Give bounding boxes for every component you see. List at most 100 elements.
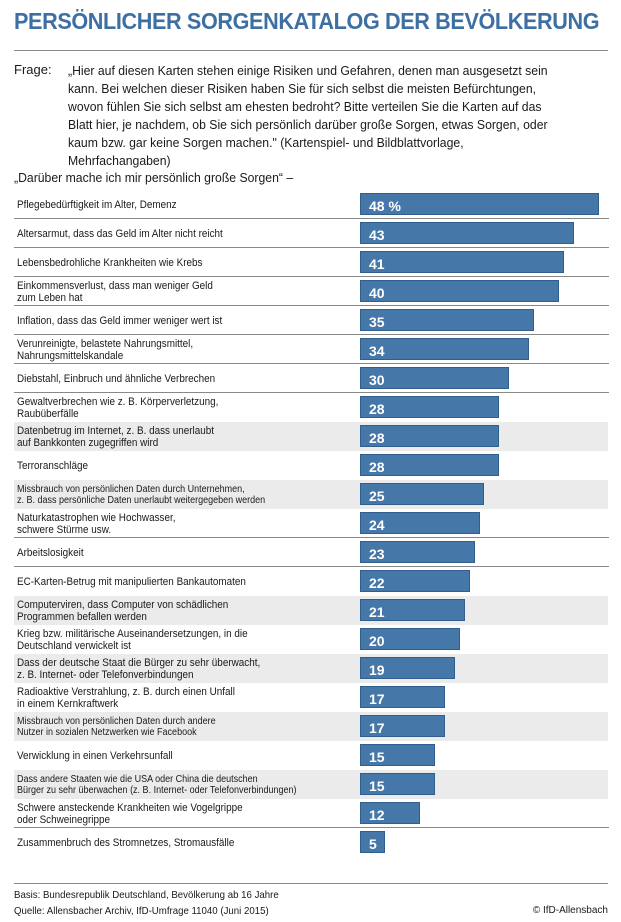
bar-value-label: 35 bbox=[369, 314, 385, 330]
source-note: Quelle: Allensbacher Archiv, IfD-Umfrage… bbox=[14, 905, 269, 917]
bar-value-label: 12 bbox=[369, 807, 385, 823]
bar-chart: Pflegebedürftigkeit im Alter, Demenz 48 %… bbox=[14, 190, 609, 857]
category-label: Einkommensverlust, dass man weniger Geld… bbox=[17, 279, 213, 304]
bar: 22 bbox=[360, 570, 470, 592]
category-label: Krieg bzw. militärische Auseinandersetzu… bbox=[17, 627, 248, 652]
bar: 28 bbox=[360, 425, 499, 447]
bar-row: Radioaktive Verstrahlung, z. B. durch ei… bbox=[14, 683, 608, 712]
bar: 23 bbox=[360, 541, 475, 563]
bar: 5 bbox=[360, 831, 385, 853]
bar: 35 bbox=[360, 309, 534, 331]
bar-value-label: 20 bbox=[369, 633, 385, 649]
category-label: Missbrauch von persönlichen Daten durch … bbox=[17, 483, 266, 506]
bar: 17 bbox=[360, 686, 445, 708]
basis-note: Basis: Bundesrepublik Deutschland, Bevöl… bbox=[14, 889, 279, 901]
bar: 15 bbox=[360, 744, 435, 766]
chart-title: PERSÖNLICHER SORGENKATALOG DER BEVÖLKERU… bbox=[14, 8, 600, 34]
bar-value-label: 24 bbox=[369, 517, 385, 533]
bar-row: Computerviren, dass Computer von schädli… bbox=[14, 596, 608, 625]
category-label: Terroranschläge bbox=[17, 459, 88, 472]
bar-value-label: 28 bbox=[369, 401, 385, 417]
bar-value-label: 40 bbox=[369, 285, 385, 301]
bar-row: Krieg bzw. militärische Auseinandersetzu… bbox=[14, 625, 608, 654]
bar-value-label: 22 bbox=[369, 575, 385, 591]
category-label: Arbeitslosigkeit bbox=[17, 546, 84, 559]
bar-value-label: 25 bbox=[369, 488, 385, 504]
category-label: Dass der deutsche Staat die Bürger zu se… bbox=[17, 656, 261, 681]
bar: 40 bbox=[360, 280, 559, 302]
category-label: Altersarmut, dass das Geld im Alter nich… bbox=[17, 227, 223, 240]
bar-row: EC-Karten-Betrug mit manipulierten Banka… bbox=[14, 567, 608, 596]
bar-value-label: 41 bbox=[369, 256, 385, 272]
bar: 28 bbox=[360, 454, 499, 476]
category-label: Verunreinigte, belastete Nahrungsmittel,… bbox=[17, 337, 194, 362]
bar: 43 bbox=[360, 222, 574, 244]
bar-row: Dass andere Staaten wie die USA oder Chi… bbox=[14, 770, 608, 799]
question-label: Frage: bbox=[14, 62, 52, 77]
bar-row: Missbrauch von persönlichen Daten durch … bbox=[14, 480, 608, 509]
bar: 19 bbox=[360, 657, 455, 679]
bar: 24 bbox=[360, 512, 480, 534]
bar-row: Datenbetrug im Internet, z. B. dass uner… bbox=[14, 422, 608, 451]
bar-value-label: 28 bbox=[369, 430, 385, 446]
category-label: Diebstahl, Einbruch und ähnliche Verbrec… bbox=[17, 372, 216, 385]
bar-row: Missbrauch von persönlichen Daten durch … bbox=[14, 712, 608, 741]
category-label: Schwere ansteckende Krankheiten wie Voge… bbox=[17, 801, 243, 826]
bar-value-label: 43 bbox=[369, 227, 385, 243]
bar-row: Terroranschläge 28 bbox=[14, 451, 608, 480]
bar-row: Dass der deutsche Staat die Bürger zu se… bbox=[14, 654, 608, 683]
bar: 15 bbox=[360, 773, 435, 795]
title-divider bbox=[14, 50, 608, 51]
question-text: „Hier auf diesen Karten stehen einige Ri… bbox=[68, 63, 548, 168]
copyright: © IfD-Allensbach bbox=[532, 905, 608, 916]
category-label: Missbrauch von persönlichen Daten durch … bbox=[17, 715, 216, 738]
category-label: Pflegebedürftigkeit im Alter, Demenz bbox=[17, 198, 177, 211]
bar: 21 bbox=[360, 599, 465, 621]
bar-row: Pflegebedürftigkeit im Alter, Demenz 48 % bbox=[14, 190, 609, 219]
footer-divider bbox=[14, 883, 608, 884]
category-label: Inflation, dass das Geld immer weniger w… bbox=[17, 314, 223, 327]
bar-row: Einkommensverlust, dass man weniger Geld… bbox=[14, 277, 609, 306]
bar-value-label: 17 bbox=[369, 720, 385, 736]
bar: 25 bbox=[360, 483, 484, 505]
bar-value-label: 34 bbox=[369, 343, 385, 359]
bar-value-label: 17 bbox=[369, 691, 385, 707]
bar-value-label: 5 bbox=[369, 836, 377, 852]
bar: 34 bbox=[360, 338, 529, 360]
bar-value-label: 30 bbox=[369, 372, 385, 388]
bar-value-label: 48 % bbox=[369, 198, 401, 214]
category-label: Verwicklung in einen Verkehrsunfall bbox=[17, 749, 173, 762]
bar-row: Naturkatastrophen wie Hochwasser, schwer… bbox=[14, 509, 609, 538]
bar: 30 bbox=[360, 367, 509, 389]
category-label: Zusammenbruch des Stromnetzes, Stromausf… bbox=[17, 836, 235, 849]
bar-row: Verwicklung in einen Verkehrsunfall 15 bbox=[14, 741, 608, 770]
bar-value-label: 15 bbox=[369, 778, 385, 794]
bar: 28 bbox=[360, 396, 499, 418]
bar-row: Verunreinigte, belastete Nahrungsmittel,… bbox=[14, 335, 609, 364]
chart-subtitle: „Darüber mache ich mir persönlich große … bbox=[14, 170, 294, 185]
bar-row: Diebstahl, Einbruch und ähnliche Verbrec… bbox=[14, 364, 609, 393]
category-label: EC-Karten-Betrug mit manipulierten Banka… bbox=[17, 575, 246, 588]
bar-row: Gewaltverbrechen wie z. B. Körperverletz… bbox=[14, 393, 608, 422]
bar: 48 % bbox=[360, 193, 599, 215]
bar-row: Inflation, dass das Geld immer weniger w… bbox=[14, 306, 609, 335]
bar-value-label: 19 bbox=[369, 662, 385, 678]
category-label: Radioaktive Verstrahlung, z. B. durch ei… bbox=[17, 685, 235, 710]
category-label: Gewaltverbrechen wie z. B. Körperverletz… bbox=[17, 395, 219, 420]
category-label: Dass andere Staaten wie die USA oder Chi… bbox=[17, 773, 297, 796]
bar-row: Arbeitslosigkeit 23 bbox=[14, 538, 609, 567]
bar-row: Altersarmut, dass das Geld im Alter nich… bbox=[14, 219, 609, 248]
bar-value-label: 28 bbox=[369, 459, 385, 475]
bar-value-label: 21 bbox=[369, 604, 385, 620]
category-label: Computerviren, dass Computer von schädli… bbox=[17, 598, 229, 623]
bar-value-label: 23 bbox=[369, 546, 385, 562]
bar-row: Zusammenbruch des Stromnetzes, Stromausf… bbox=[14, 828, 608, 857]
bar-value-label: 15 bbox=[369, 749, 385, 765]
bar: 17 bbox=[360, 715, 445, 737]
bar-row: Schwere ansteckende Krankheiten wie Voge… bbox=[14, 799, 609, 828]
bar-row: Lebensbedrohliche Krankheiten wie Krebs 4… bbox=[14, 248, 609, 277]
category-label: Datenbetrug im Internet, z. B. dass uner… bbox=[17, 424, 215, 449]
category-label: Lebensbedrohliche Krankheiten wie Krebs bbox=[17, 256, 203, 269]
bar: 41 bbox=[360, 251, 564, 273]
bar: 12 bbox=[360, 802, 420, 824]
